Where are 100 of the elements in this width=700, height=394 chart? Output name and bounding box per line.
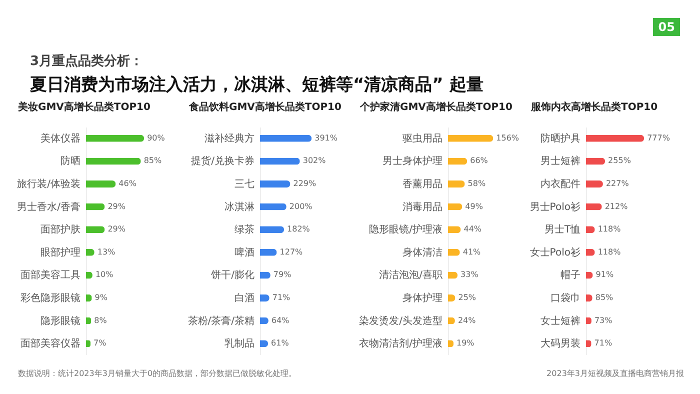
data-label: 212% [604, 202, 628, 211]
y-tick-label: 衣物清洁剂/护理液 [359, 338, 442, 350]
data-label: 19% [456, 338, 475, 348]
data-label: 71% [594, 338, 612, 348]
y-tick-label: 女士Polo衫 [530, 246, 580, 258]
data-label: 127% [280, 247, 304, 256]
data-label: 49% [465, 202, 484, 211]
y-tick-label: 啤酒 [234, 246, 254, 258]
bar [260, 158, 300, 165]
bar [448, 180, 465, 188]
bar [448, 134, 494, 142]
data-label: 29% [108, 224, 126, 234]
data-label: 79% [273, 270, 292, 280]
bar [86, 180, 116, 188]
data-label: 391% [314, 133, 338, 142]
chart-title: 美妆GMV高增长品类TOP10 [18, 100, 152, 113]
y-tick-label: 内衣配件 [540, 178, 580, 190]
data-label: 41% [462, 247, 482, 256]
text: 3月重点品类分析： [30, 52, 144, 70]
data-label: 71% [272, 293, 291, 302]
data-label: 255% [608, 156, 632, 166]
y-tick-label: 饼干/膨化 [210, 269, 254, 282]
y-tick-label: 旅行装/体验装 [17, 178, 80, 190]
data-label: 66% [470, 156, 488, 166]
data-label: 7% [94, 338, 107, 348]
data-label: 182% [287, 224, 310, 234]
data-label: 33% [460, 270, 479, 280]
y-tick-label: 男士身体护理 [382, 155, 442, 168]
data-label: 10% [95, 270, 114, 280]
data-label: 61% [271, 338, 290, 348]
chart-title: 个护家清GMV高增长品类TOP10 [360, 100, 514, 113]
y-tick-label: 消毒用品 [402, 200, 442, 213]
y-tick-label: 香薰用品 [402, 178, 442, 190]
bar [586, 180, 603, 188]
y-tick-label: 乳制品 [224, 338, 254, 350]
y-tick-label: 防晒 [60, 155, 80, 168]
y-tick-label: 口袋巾 [550, 292, 580, 304]
data-label: 8% [94, 316, 108, 325]
y-tick-label: 染发烫发/头发造型 [359, 314, 442, 327]
y-tick-label: 三七 [234, 178, 254, 190]
y-tick-label: 男士Polo衫 [530, 200, 580, 213]
chart-title: 食品饮料GMV高增长品类TOP10 [189, 100, 342, 113]
y-tick-label: 男士短裤 [540, 155, 580, 168]
y-tick-label: 提货/兑换卡券 [191, 155, 254, 168]
y-tick-label: 驱虫用品 [402, 132, 442, 144]
y-tick-label: 防晒护具 [540, 132, 580, 144]
text: 2023年3月短视频及直播电商营销月报 [546, 368, 684, 379]
data-label: 24% [458, 316, 476, 325]
y-tick-label: 帽子 [560, 269, 580, 282]
data-label: 200% [289, 202, 313, 211]
y-tick-label: 身体护理 [402, 292, 442, 304]
data-label: 156% [496, 133, 520, 142]
y-tick-label: 眼部护理 [40, 246, 80, 258]
y-tick-label: 彩色隐形眼镜 [20, 292, 80, 304]
bar [260, 203, 286, 210]
y-tick-label: 男士香水/香膏 [17, 200, 80, 213]
data-label: 25% [458, 293, 476, 302]
chart-title: 服饰内衣高增长品类TOP10 [531, 100, 659, 113]
data-label: 118% [598, 224, 622, 234]
text: 夏日消费为市场注入活力，冰淇淋、短裤等“清凉商品” 起量 [30, 74, 484, 96]
text: 数据说明：统计2023年3月销量大于0的商品数据，部分数据已做脱敏化处理。 [18, 368, 297, 379]
data-label: 46% [118, 179, 137, 188]
y-tick-label: 美体仪器 [40, 132, 80, 144]
y-tick-label: 茶粉/茶膏/茶精 [188, 314, 254, 327]
data-label: 118% [598, 247, 622, 256]
y-tick-label: 面部美容仪器 [20, 338, 80, 350]
y-tick-label: 大码男装 [540, 338, 580, 350]
y-tick-label: 面部护肤 [40, 224, 80, 236]
y-tick-label: 清洁泡泡/喜职 [379, 269, 442, 282]
data-label: 229% [293, 179, 316, 188]
data-label: 73% [594, 316, 613, 325]
bar [586, 134, 644, 142]
data-label: 85% [144, 156, 162, 166]
y-tick-label: 滋补经典方 [204, 132, 254, 144]
data-label: 91% [596, 270, 614, 280]
data-label: 227% [606, 179, 630, 188]
y-tick-label: 冰淇淋 [224, 200, 254, 213]
y-tick-label: 隐形眼镜 [40, 314, 80, 327]
bar [86, 158, 141, 165]
y-tick-label: 女士短裤 [540, 314, 580, 327]
y-tick-label: 绿茶 [234, 224, 254, 236]
data-label: 13% [97, 247, 116, 256]
data-label: 29% [108, 202, 126, 211]
data-label: 44% [464, 224, 482, 234]
y-tick-label: 男士T恤 [544, 224, 580, 236]
data-label: 58% [468, 179, 486, 188]
data-label: 302% [302, 156, 326, 166]
bar [260, 134, 312, 142]
y-tick-label: 隐形眼镜/护理液 [369, 224, 442, 236]
y-tick-label: 面部美容工具 [20, 269, 80, 282]
data-label: 90% [147, 133, 166, 142]
text: 05 [653, 18, 680, 36]
bar [86, 134, 144, 142]
y-tick-label: 身体清洁 [402, 246, 442, 258]
y-tick-label: 白酒 [234, 292, 254, 304]
data-label: 85% [595, 293, 614, 302]
data-label: 9% [94, 293, 108, 302]
data-label: 64% [271, 316, 290, 325]
data-label: 777% [647, 133, 670, 142]
bar [260, 180, 290, 188]
